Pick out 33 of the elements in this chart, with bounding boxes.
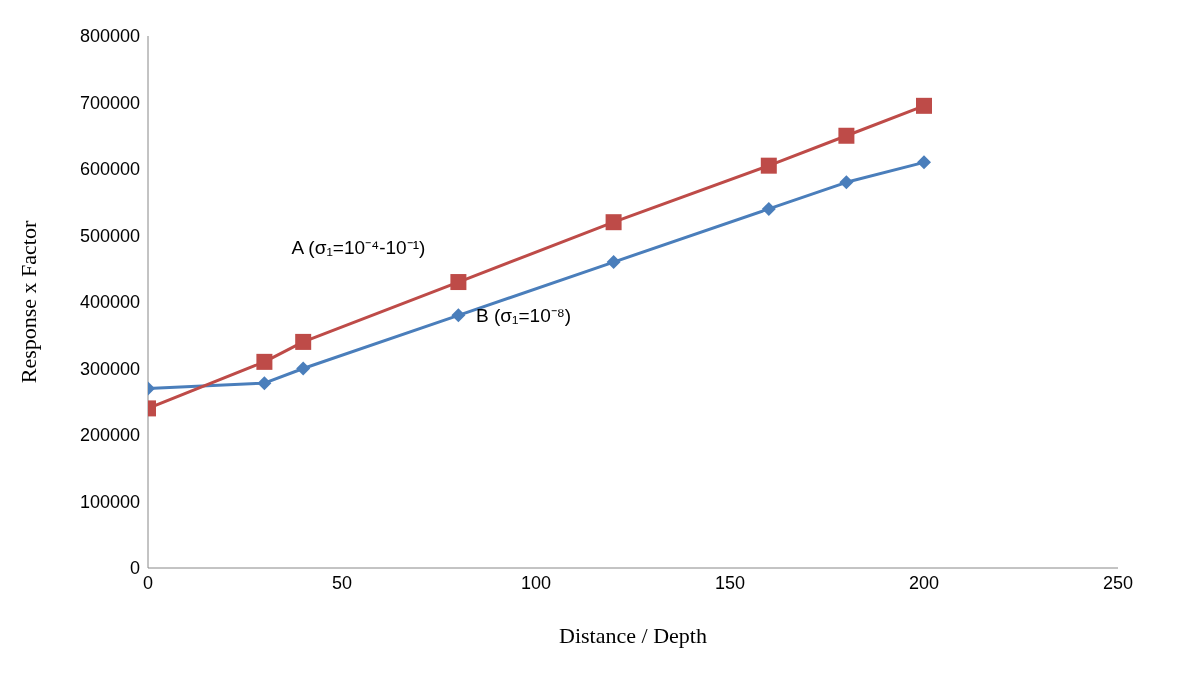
- point: [916, 97, 932, 114]
- y-tick-label: 0: [129, 558, 140, 579]
- x-tick-label: 0: [142, 572, 154, 593]
- y-tick-label: 600000: [79, 159, 140, 180]
- point: [296, 361, 311, 376]
- y-tick-label: 500000: [79, 225, 140, 246]
- x-tick-label: 200: [908, 572, 940, 593]
- point: [838, 127, 855, 144]
- point: [761, 201, 776, 216]
- x-axis-title: Distance / Depth: [559, 623, 707, 648]
- x-tick-label: 50: [331, 572, 353, 593]
- x-tick-label: 250: [1102, 572, 1134, 593]
- point: [451, 308, 466, 323]
- point: [917, 155, 931, 170]
- point: [450, 274, 467, 291]
- point: [295, 333, 312, 350]
- x-tick-label: 150: [714, 572, 746, 593]
- y-tick-label: 800000: [79, 26, 140, 47]
- point: [839, 175, 854, 190]
- y-axis-title: Response x Factor: [15, 220, 41, 384]
- y-tick-label: 300000: [79, 358, 140, 379]
- series-label: B (σ₁=10⁻⁸): [476, 305, 572, 327]
- point: [605, 214, 622, 231]
- y-tick-label: 700000: [79, 92, 140, 113]
- point: [256, 353, 273, 370]
- y-tick-label: 100000: [79, 491, 140, 512]
- point: [606, 255, 621, 270]
- point: [760, 157, 777, 174]
- y-tick-label: 400000: [79, 292, 140, 313]
- point: [257, 376, 272, 391]
- y-tick-label: 200000: [79, 425, 140, 446]
- x-tick-label: 100: [520, 572, 552, 593]
- series-label: A (σ₁=10⁻⁴-10⁻¹): [291, 237, 426, 259]
